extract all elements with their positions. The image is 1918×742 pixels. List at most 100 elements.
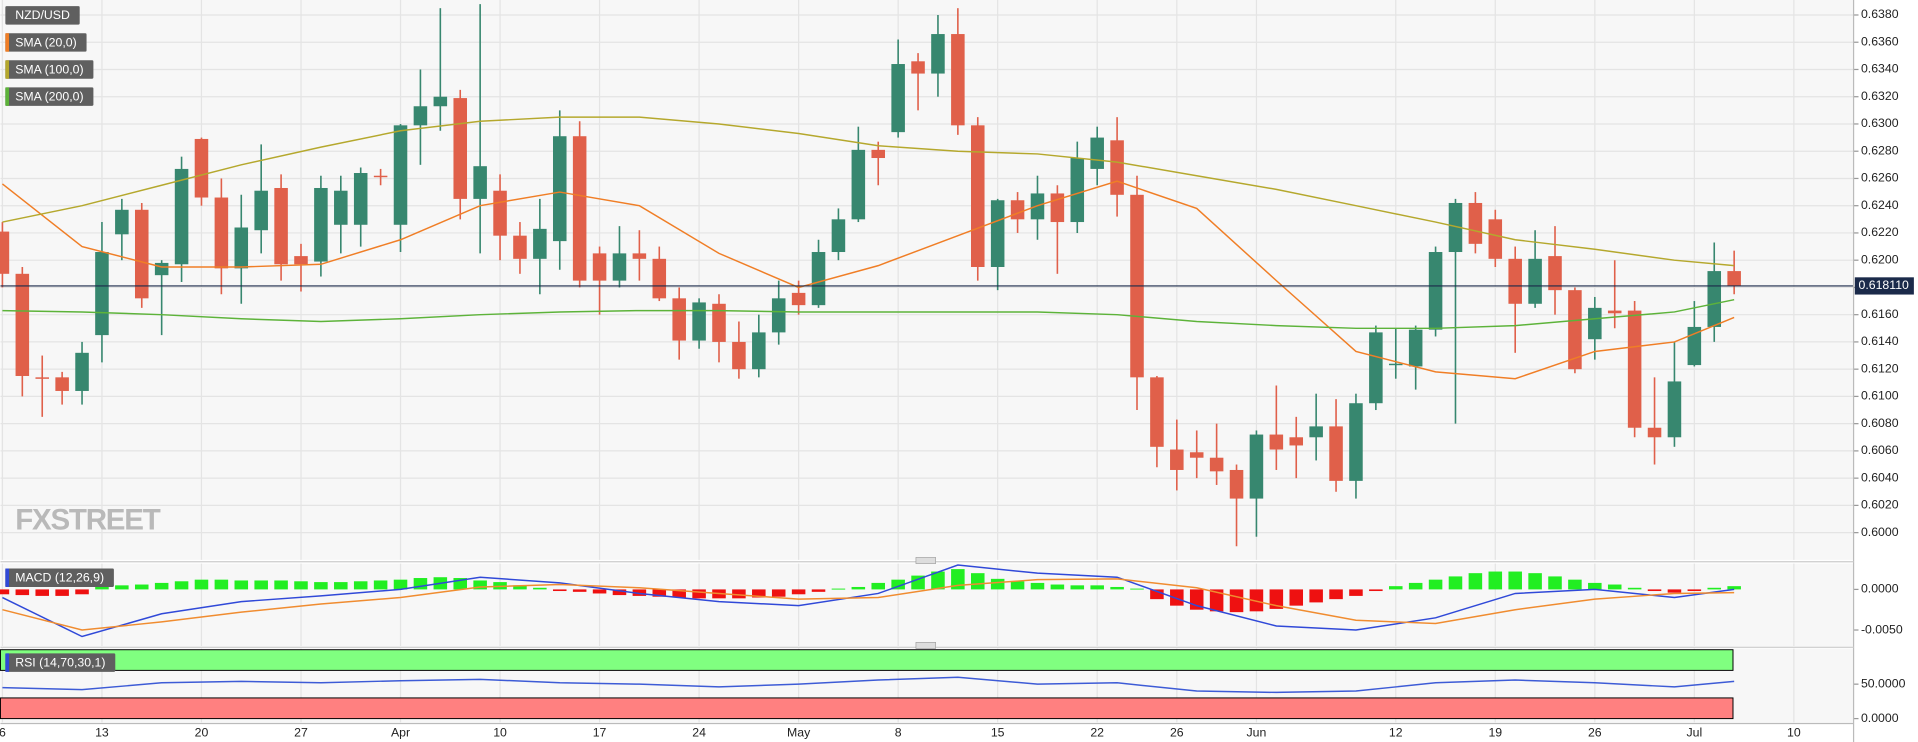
- candle-body: [990, 200, 1005, 268]
- legend-swatch: [5, 33, 10, 52]
- pane-handle[interactable]: [915, 557, 936, 564]
- x-tick-label: Apr: [391, 726, 410, 740]
- histogram-bar: [35, 589, 49, 596]
- candle-body: [174, 168, 189, 265]
- legend-label: NZD/USD: [15, 8, 70, 22]
- legend-swatch: [5, 87, 10, 106]
- candle-body: [1508, 258, 1522, 304]
- candle-body: [1209, 457, 1224, 472]
- candle-body: [1468, 202, 1483, 244]
- candle-body: [752, 332, 766, 370]
- x-tick-label: Jul: [1686, 726, 1702, 740]
- x-tick-label: 10: [1787, 726, 1801, 740]
- price-label: 0.618110: [1859, 278, 1910, 292]
- candle-body: [1647, 427, 1662, 438]
- candle-body: [1249, 434, 1264, 499]
- histogram-bar: [75, 589, 89, 595]
- candle-body: [1707, 271, 1722, 327]
- legend-box: [5, 568, 114, 587]
- candle-body: [433, 96, 448, 107]
- candle-body: [1389, 363, 1403, 366]
- histogram-bar: [1170, 589, 1184, 606]
- histogram-bar: [990, 578, 1005, 590]
- x-tick-label: 10: [493, 726, 507, 740]
- histogram-bar: [652, 589, 667, 597]
- histogram-bar: [1428, 579, 1443, 590]
- candle-body: [373, 175, 388, 178]
- y-tick-label: 50.0000: [1861, 676, 1906, 690]
- histogram-bar: [513, 585, 527, 590]
- histogram-bar: [1468, 573, 1483, 590]
- candle-body: [592, 253, 607, 281]
- pane-handle[interactable]: [915, 642, 936, 649]
- price-panel: [0, 0, 1853, 560]
- candle-body: [1627, 310, 1642, 428]
- histogram-bar: [1607, 584, 1622, 590]
- histogram-bar: [1010, 581, 1025, 590]
- candle-body: [15, 273, 30, 376]
- histogram-bar: [234, 580, 249, 590]
- legend-box: [5, 653, 116, 672]
- x-tick-label: 12: [1389, 726, 1403, 740]
- histogram-bar: [1030, 582, 1045, 590]
- candle-body: [35, 377, 49, 379]
- x-tick-label: 20: [195, 726, 209, 740]
- candle-body: [1010, 200, 1025, 220]
- candle-body: [1090, 137, 1104, 169]
- histogram-bar: [1349, 589, 1363, 596]
- histogram-bar: [1249, 589, 1264, 612]
- histogram-bar: [1229, 589, 1244, 613]
- candle-body: [353, 173, 368, 225]
- histogram-bar: [831, 588, 846, 590]
- candle-body: [1110, 140, 1124, 195]
- candle-body: [413, 106, 428, 126]
- candle-body: [552, 136, 567, 242]
- legend-label: MACD (12,26,9): [15, 571, 104, 585]
- candle-body: [1488, 219, 1503, 259]
- candle-body: [692, 302, 706, 341]
- candle-body: [632, 253, 647, 259]
- histogram-bar: [911, 575, 925, 590]
- marks: [0, 4, 1854, 720]
- histogram-bar: [1209, 589, 1224, 612]
- histogram-bar: [1647, 589, 1662, 592]
- histogram-bar: [811, 589, 826, 592]
- candle-body: [791, 292, 806, 306]
- histogram-bar: [1548, 576, 1562, 590]
- candle-body: [274, 187, 288, 265]
- candle-body: [1269, 434, 1284, 450]
- histogram-bar: [1448, 576, 1463, 590]
- candle-body: [911, 61, 925, 74]
- histogram-bar: [851, 586, 866, 590]
- histogram-bar: [413, 578, 428, 590]
- y-tick-label: 0.6380: [1861, 7, 1899, 21]
- x-tick-label: Jun: [1247, 726, 1267, 740]
- candle-body: [0, 231, 10, 274]
- legend-swatch: [5, 60, 10, 79]
- histogram-bar: [1309, 589, 1323, 603]
- histogram-bar: [1050, 584, 1065, 590]
- y-tick-label: 0.6080: [1861, 416, 1899, 430]
- candle-body: [55, 377, 69, 391]
- x-tick-label: 19: [1488, 726, 1502, 740]
- y-tick-label: 0.6360: [1861, 34, 1899, 48]
- candle-body: [1289, 437, 1304, 446]
- x-tick-label: 15: [991, 726, 1005, 740]
- histogram-bar: [1269, 589, 1284, 609]
- histogram-bar: [115, 585, 129, 590]
- y-tick-label: 0.0000: [1861, 582, 1899, 596]
- y-tick-label: 0.6280: [1861, 143, 1899, 157]
- legend-box: [5, 87, 94, 106]
- candle-body: [1408, 329, 1423, 367]
- candle-body: [194, 138, 209, 198]
- histogram-bar: [931, 571, 945, 590]
- histogram-bar: [1488, 571, 1503, 590]
- candle-body: [811, 252, 826, 306]
- candle-body: [95, 252, 109, 336]
- candle-body: [891, 64, 905, 133]
- y-tick-label: 0.6020: [1861, 498, 1899, 512]
- candle-body: [453, 98, 468, 199]
- sma-line: [1, 180, 1735, 380]
- histogram-bar: [791, 589, 806, 595]
- candle-body: [1727, 271, 1741, 287]
